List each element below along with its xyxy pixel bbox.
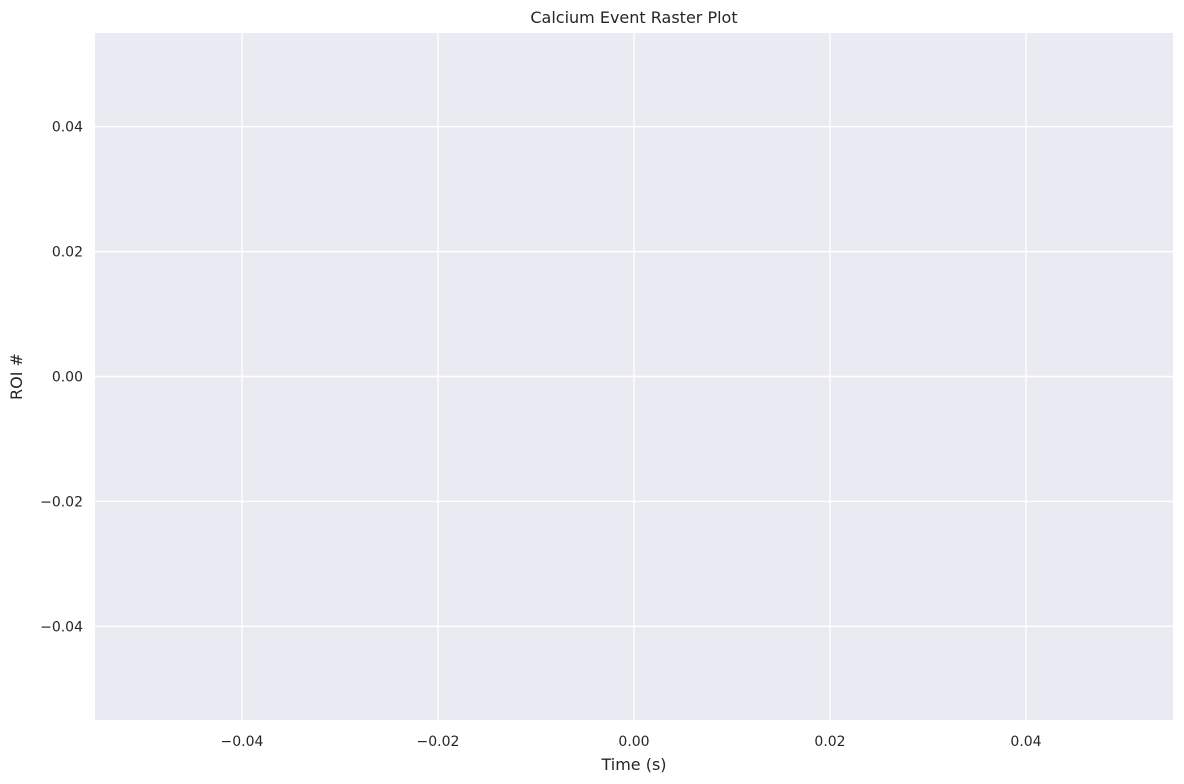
x-axis-label: Time (s): [600, 755, 666, 774]
x-tick-label: −0.02: [417, 734, 460, 750]
y-tick-labels: −0.04 −0.02 0.00 0.02 0.04: [40, 120, 83, 636]
x-tick-label: 0.02: [814, 734, 845, 750]
y-tick-label: −0.02: [40, 494, 83, 510]
y-axis-label: ROI #: [7, 353, 26, 400]
x-tick-label: −0.04: [221, 734, 264, 750]
x-tick-label: 0.00: [618, 734, 649, 750]
chart-title: Calcium Event Raster Plot: [530, 8, 737, 27]
y-grid-lines: [95, 125, 1173, 628]
x-tick-labels: −0.04 −0.02 0.00 0.02 0.04: [221, 734, 1042, 750]
y-tick-label: 0.04: [52, 120, 83, 136]
y-tick-label: −0.04: [40, 619, 83, 635]
x-tick-label: 0.04: [1010, 734, 1041, 750]
y-tick-label: 0.02: [52, 245, 83, 261]
y-tick-label: 0.00: [52, 370, 83, 386]
